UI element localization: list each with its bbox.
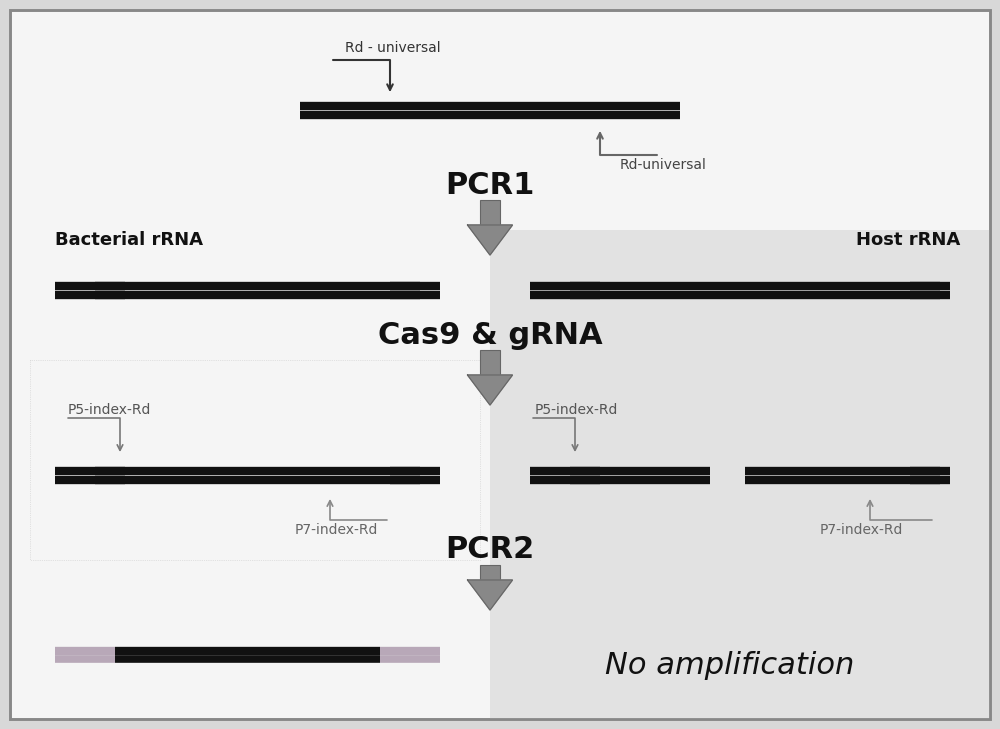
Text: P5-index-Rd: P5-index-Rd: [68, 403, 151, 417]
Bar: [490, 230, 990, 720]
Text: Rd - universal: Rd - universal: [345, 41, 441, 55]
Text: P7-index-Rd: P7-index-Rd: [295, 523, 378, 537]
Bar: [480, 200, 500, 225]
Text: Host rRNA: Host rRNA: [856, 231, 960, 249]
Text: P5-index-Rd: P5-index-Rd: [535, 403, 618, 417]
Text: Bacterial rRNA: Bacterial rRNA: [55, 231, 203, 249]
Text: No amplification: No amplification: [605, 650, 855, 679]
Bar: [480, 565, 500, 580]
Text: PCR2: PCR2: [445, 536, 535, 564]
Text: PCR1: PCR1: [445, 171, 535, 200]
Text: Rd-universal: Rd-universal: [620, 158, 707, 172]
Polygon shape: [468, 375, 512, 405]
Text: P7-index-Rd: P7-index-Rd: [820, 523, 903, 537]
Bar: [480, 350, 500, 375]
Bar: [30, 360, 480, 560]
Polygon shape: [468, 225, 512, 255]
Text: Cas9 & gRNA: Cas9 & gRNA: [378, 321, 602, 349]
Polygon shape: [468, 580, 512, 610]
